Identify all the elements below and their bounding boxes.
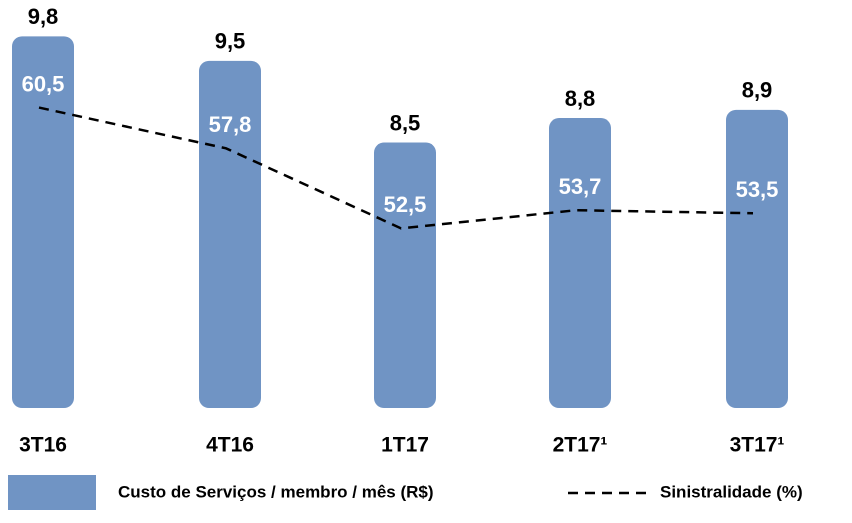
x-tick-label: 2T17¹ bbox=[553, 434, 608, 457]
legend-label: Sinistralidade (%) bbox=[660, 482, 803, 501]
bar-value-label: 9,8 bbox=[28, 4, 59, 29]
line-value-label: 57,8 bbox=[209, 112, 252, 137]
bar-value-label: 9,5 bbox=[215, 29, 246, 54]
bar bbox=[199, 60, 261, 409]
x-tick-label: 3T17¹ bbox=[730, 434, 785, 457]
x-tick-label: 1T17 bbox=[381, 434, 429, 457]
bar-value-label: 8,9 bbox=[742, 78, 773, 103]
line-value-label: 53,7 bbox=[559, 174, 602, 199]
bar bbox=[726, 109, 788, 408]
bar-value-label: 8,8 bbox=[565, 86, 596, 111]
x-tick-label: 3T16 bbox=[19, 434, 67, 457]
x-tick-label: 4T16 bbox=[206, 434, 254, 457]
line-value-label: 53,5 bbox=[736, 177, 779, 202]
bar bbox=[549, 118, 611, 408]
bar bbox=[12, 36, 74, 408]
bar-value-label: 8,5 bbox=[390, 110, 421, 135]
line-value-label: 60,5 bbox=[22, 71, 65, 96]
line-value-label: 52,5 bbox=[384, 192, 427, 217]
legend-label: Custo de Serviços / membro / mês (R$) bbox=[118, 482, 434, 501]
legend-swatch bbox=[8, 475, 96, 510]
bar bbox=[374, 142, 436, 409]
line bbox=[38, 106, 754, 230]
